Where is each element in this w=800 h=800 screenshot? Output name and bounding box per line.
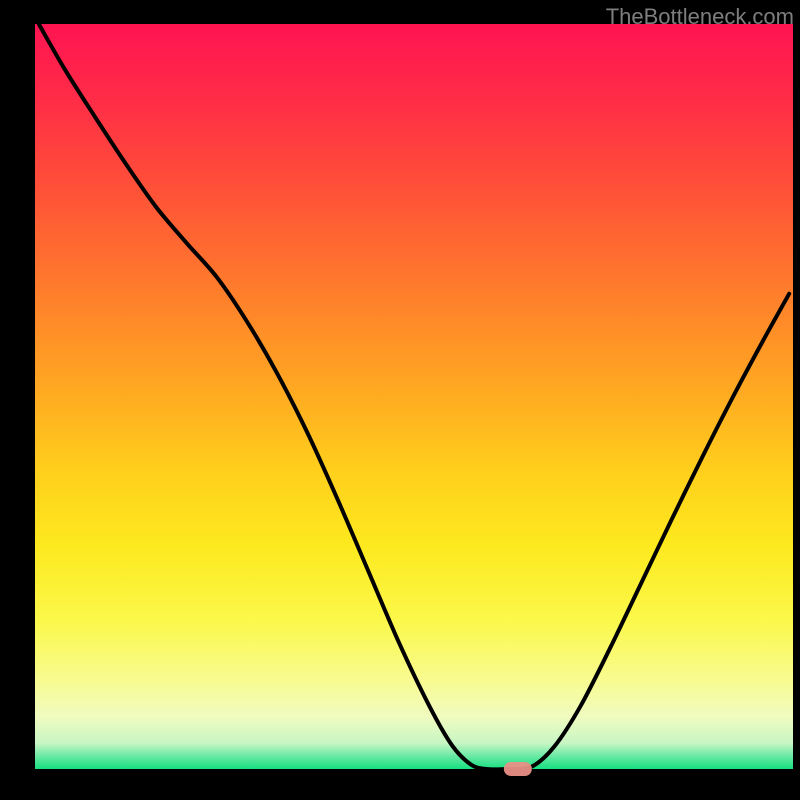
gradient-background [35,24,793,769]
chart-svg [0,0,800,800]
optimal-marker [504,762,532,776]
chart-container: TheBottleneck.com [0,0,800,800]
